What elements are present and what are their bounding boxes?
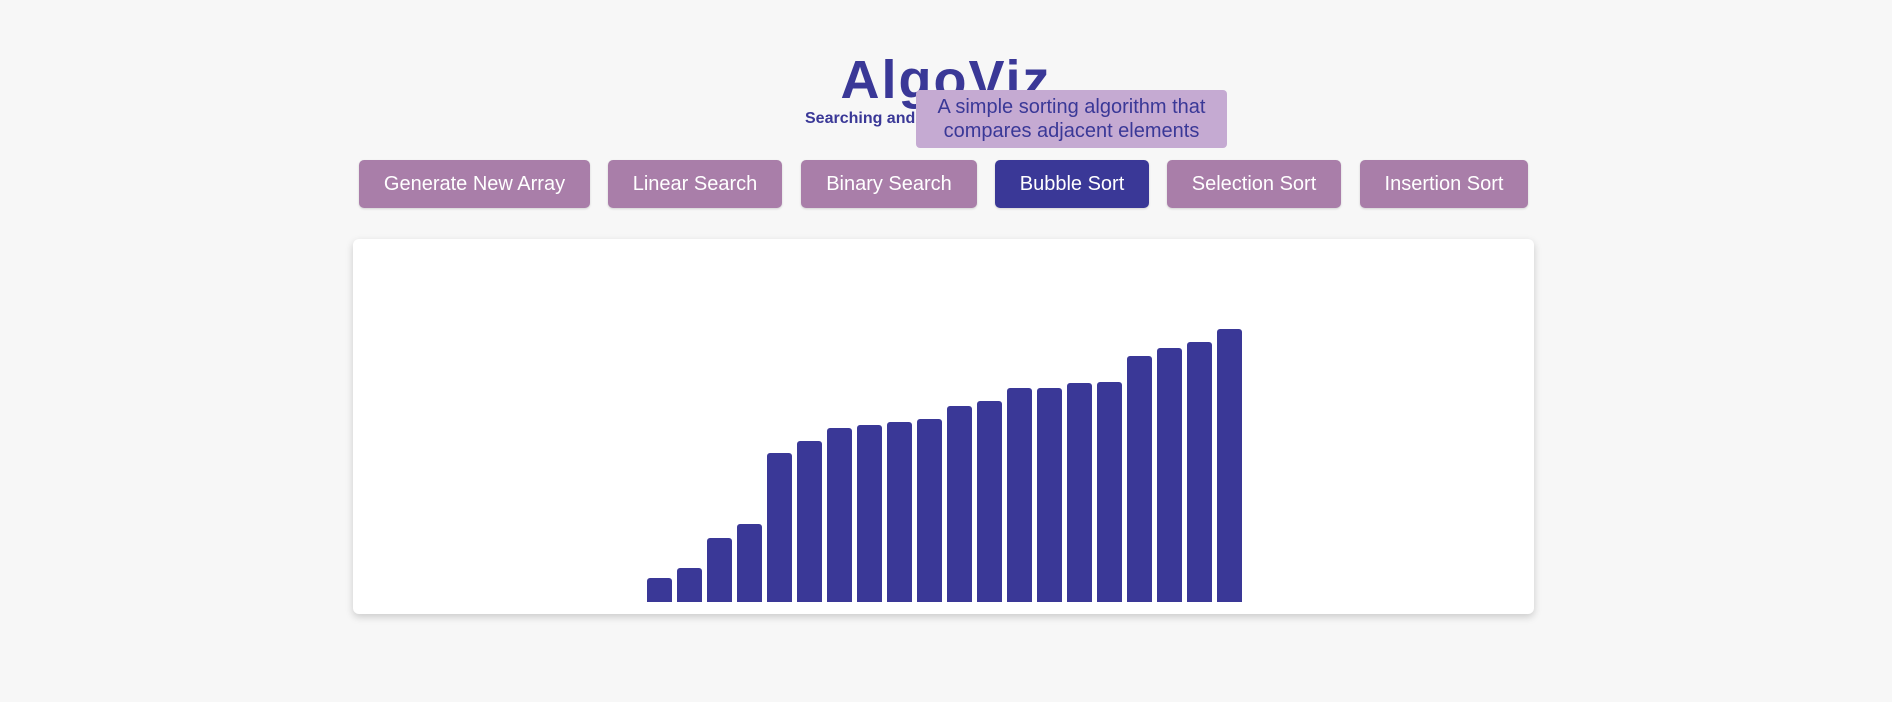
linear-search-button[interactable]: Linear Search: [608, 160, 782, 208]
array-bar: [887, 422, 912, 602]
array-bar: [737, 524, 762, 602]
array-bar: [767, 453, 792, 602]
array-bar: [1097, 382, 1122, 602]
array-bars: [353, 239, 1534, 602]
array-bar: [1037, 388, 1062, 602]
array-bar: [677, 568, 702, 602]
array-bar: [1187, 342, 1212, 602]
selection-sort-button[interactable]: Selection Sort: [1167, 160, 1341, 208]
insertion-sort-button[interactable]: Insertion Sort: [1360, 160, 1528, 208]
array-bar: [827, 428, 852, 602]
array-bar: [1127, 356, 1152, 602]
array-bar: [707, 538, 732, 602]
array-bar: [647, 578, 672, 602]
generate-array-button[interactable]: Generate New Array: [359, 160, 590, 208]
array-bar: [797, 441, 822, 602]
app-subtitle: Searching and: [805, 110, 916, 127]
visualization-panel: [353, 239, 1534, 614]
toolbar: Generate New Array Linear Search Binary …: [0, 160, 1892, 208]
array-bar: [1007, 388, 1032, 602]
array-bar: [857, 425, 882, 602]
array-bar: [977, 401, 1002, 602]
array-bar: [1157, 348, 1182, 602]
algorithm-tooltip: A simple sorting algorithm that compares…: [916, 90, 1227, 148]
bubble-sort-button[interactable]: Bubble Sort: [995, 160, 1149, 208]
array-bar: [947, 406, 972, 602]
array-bar: [917, 419, 942, 602]
array-bar: [1067, 383, 1092, 602]
binary-search-button[interactable]: Binary Search: [801, 160, 977, 208]
array-bar: [1217, 329, 1242, 602]
